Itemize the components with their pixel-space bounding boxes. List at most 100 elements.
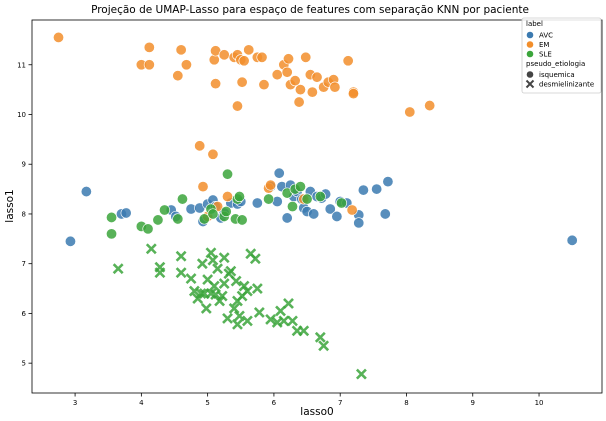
point-em-circle-34: [289, 75, 301, 87]
point-sle-circle-22: [294, 181, 306, 193]
point-sle-x-37: [249, 253, 261, 265]
point-sle-circle-5: [159, 204, 171, 216]
point-sle-circle-25: [336, 197, 348, 209]
point-sle-circle-7: [176, 193, 188, 205]
point-avc-circle-30: [308, 208, 320, 220]
x-tick-label-5: 5: [205, 399, 209, 407]
point-avc-circle-34: [324, 203, 336, 215]
legend-desmielinizante-label: desmielinizante: [539, 81, 594, 89]
point-sle-x-10: [196, 258, 208, 270]
point-em-circle-50: [404, 106, 416, 118]
point-sle-x-3: [154, 267, 166, 279]
point-sle-circle-6: [172, 213, 184, 225]
point-sle-x-48: [314, 331, 326, 343]
point-sle-x-23: [218, 278, 230, 290]
point-em-circle-6: [180, 59, 192, 71]
point-sle-x-39: [253, 306, 265, 318]
x-axis-label: lasso0: [300, 406, 333, 418]
point-avc-circle-3: [120, 207, 132, 219]
point-sle-x-40: [265, 313, 277, 325]
legend-sle-marker: [526, 50, 534, 58]
y-axis-label: lasso1: [4, 189, 16, 222]
point-sle-x-0: [112, 263, 124, 275]
point-sle-x-5: [175, 250, 187, 262]
point-em-circle-19: [231, 100, 243, 112]
point-em-circle-2: [143, 41, 155, 53]
y-tick-label-10: 10: [17, 111, 26, 119]
point-sle-x-14: [205, 247, 217, 259]
point-sle-x-47: [298, 325, 310, 337]
point-em-circle-23: [243, 44, 255, 56]
data-marks: [53, 31, 578, 380]
point-em-circle-7: [194, 140, 206, 152]
x-tick-label-7: 7: [338, 399, 342, 407]
point-sle-x-19: [212, 263, 224, 275]
axes: 3 4 5 6 7 8 9 10 5 6 7 8 9 10 11: [17, 61, 543, 407]
point-em-circle-28: [265, 179, 277, 191]
point-avc-circle-17: [251, 197, 263, 209]
legend-isquemica-label: isquemica: [539, 71, 575, 79]
point-sle-circle-10: [207, 208, 219, 220]
point-sle-x-4: [175, 267, 187, 279]
point-sle-x-44: [283, 298, 294, 309]
x-tick-label-8: 8: [404, 399, 408, 407]
x-tick-label-3: 3: [73, 399, 77, 407]
point-avc-circle-0: [64, 235, 76, 247]
point-sle-x-35: [241, 315, 253, 327]
point-sle-x-29: [232, 318, 243, 330]
point-sle-x-12: [200, 303, 212, 314]
legend-em-label: EM: [539, 41, 549, 49]
point-em-circle-16: [222, 191, 234, 203]
point-avc-circle-39: [353, 217, 365, 229]
y-tick-label-9: 9: [22, 161, 26, 169]
point-em-circle-25: [256, 51, 268, 63]
point-avc-circle-40: [357, 184, 369, 196]
point-em-circle-45: [329, 81, 341, 93]
point-sle-x-50: [355, 368, 367, 380]
y-tick-label-6: 6: [22, 310, 27, 318]
point-sle-x-16: [207, 254, 219, 266]
point-em-circle-35: [293, 96, 305, 108]
point-sle-x-7: [188, 285, 200, 297]
x-tick-label-4: 4: [139, 399, 144, 407]
point-sle-x-31: [234, 310, 245, 322]
point-sle-x-6: [185, 273, 197, 285]
point-em-circle-51: [424, 100, 436, 112]
point-sle-x-17: [208, 280, 220, 292]
point-sle-circle-18: [263, 193, 275, 205]
point-sle-x-28: [230, 275, 242, 287]
point-em-circle-12: [210, 78, 222, 90]
legend-avc-marker: [526, 31, 534, 39]
point-avc-circle-20: [273, 167, 285, 179]
point-sle-circle-0: [106, 211, 118, 223]
point-sle-circle-23: [301, 193, 313, 205]
point-sle-circle-17: [236, 214, 248, 226]
point-sle-x-49: [318, 340, 330, 352]
point-em-circle-36: [294, 84, 306, 96]
point-sle-circle-16: [233, 191, 245, 203]
y-tick-label-5: 5: [22, 360, 26, 368]
point-em-circle-41: [311, 71, 323, 83]
point-sle-x-34: [241, 285, 253, 297]
point-sle-circle-12: [220, 205, 232, 217]
point-em-circle-38: [300, 51, 312, 63]
point-sle-circle-4: [152, 214, 164, 226]
point-avc-circle-44: [566, 234, 578, 246]
point-em-circle-47: [346, 204, 358, 216]
point-sle-x-22: [218, 252, 230, 264]
point-avc-circle-43: [382, 176, 394, 188]
point-sle-x-24: [222, 312, 233, 324]
point-sle-x-38: [251, 283, 263, 294]
point-em-circle-4: [172, 70, 184, 82]
legend-em-marker: [526, 41, 534, 48]
point-em-circle-26: [258, 79, 270, 91]
point-em-circle-5: [175, 44, 187, 56]
point-avc-circle-22: [281, 212, 293, 224]
point-em-circle-8: [197, 181, 209, 193]
legend-style-title: pseudo_etiologia: [526, 60, 585, 68]
point-sle-x-27: [228, 303, 240, 314]
point-avc-circle-35: [331, 210, 343, 222]
legend-hue-title: label: [526, 20, 543, 28]
legend-sle-label: SLE: [539, 51, 552, 59]
